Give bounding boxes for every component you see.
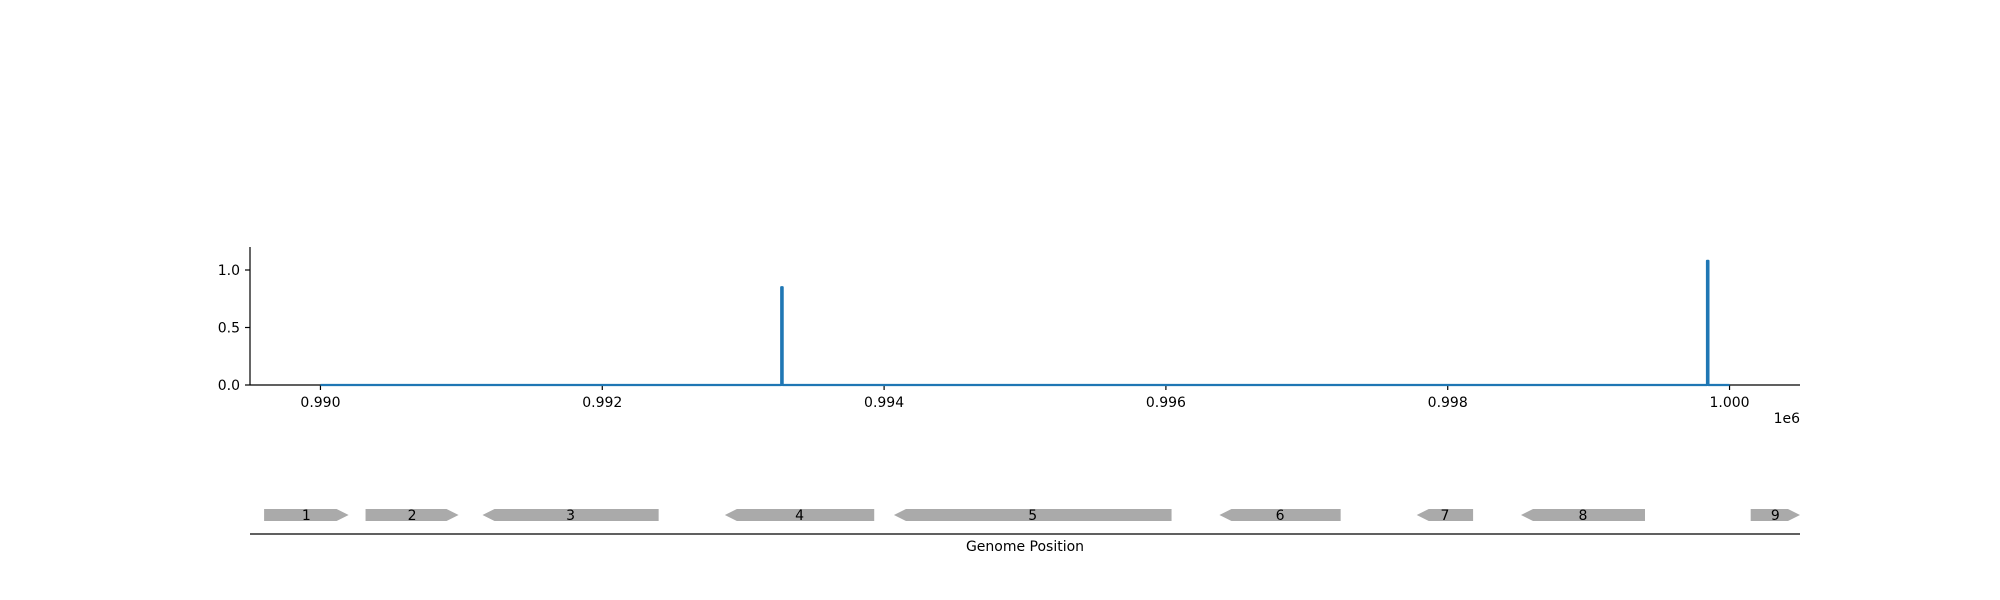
gene-feature: [1416, 509, 1474, 521]
y-tick-label: 0.0: [218, 378, 240, 394]
x-axis-label: Genome Position: [966, 539, 1084, 555]
x-tick-label: 0.996: [1146, 395, 1186, 411]
genes-layer: 1 2 3 4 5 6 7 8 9: [264, 508, 1800, 524]
gene-feature: [1750, 509, 1800, 521]
x-ticks: 0.990 0.992 0.994 0.996 0.998 1.000: [300, 385, 1750, 411]
gene-track: 1 2 3 4 5 6 7 8 9 Genome Position: [250, 508, 1800, 555]
y-ticks: 0.0 0.5 1.0: [218, 263, 250, 394]
gene-label: 1: [302, 508, 311, 524]
gene-label: 9: [1771, 508, 1780, 524]
x-offset-label: 1e6: [1774, 411, 1801, 427]
gene-feature: [893, 509, 1172, 521]
x-tick-label: 0.990: [300, 395, 340, 411]
gene-feature: [1521, 509, 1645, 521]
y-tick-label: 1.0: [218, 263, 240, 279]
y-tick-label: 0.5: [218, 321, 240, 337]
x-tick-label: 1.000: [1709, 395, 1749, 411]
gene-label: 6: [1276, 508, 1285, 524]
gene-feature: [1219, 509, 1341, 521]
gene-label: 3: [566, 508, 575, 524]
series-layer: [320, 259, 1730, 387]
x-tick-label: 0.994: [864, 395, 904, 411]
gene-feature: [365, 509, 459, 521]
gene-feature: [724, 509, 875, 521]
gene-label: 7: [1440, 508, 1449, 524]
gene-label: 2: [408, 508, 417, 524]
gene-label: 8: [1579, 508, 1588, 524]
gene-label: 4: [795, 508, 804, 524]
gene-feature: [264, 509, 349, 521]
coverage-plot: 0.0 0.5 1.0 0.990 0.992 0.994 0.996 0.998 1.000…: [218, 247, 1800, 427]
x-tick-label: 0.992: [582, 395, 622, 411]
coverage-line: [320, 259, 1730, 387]
x-tick-label: 0.998: [1428, 395, 1468, 411]
gene-label: 5: [1028, 508, 1037, 524]
gene-feature: [482, 509, 659, 521]
